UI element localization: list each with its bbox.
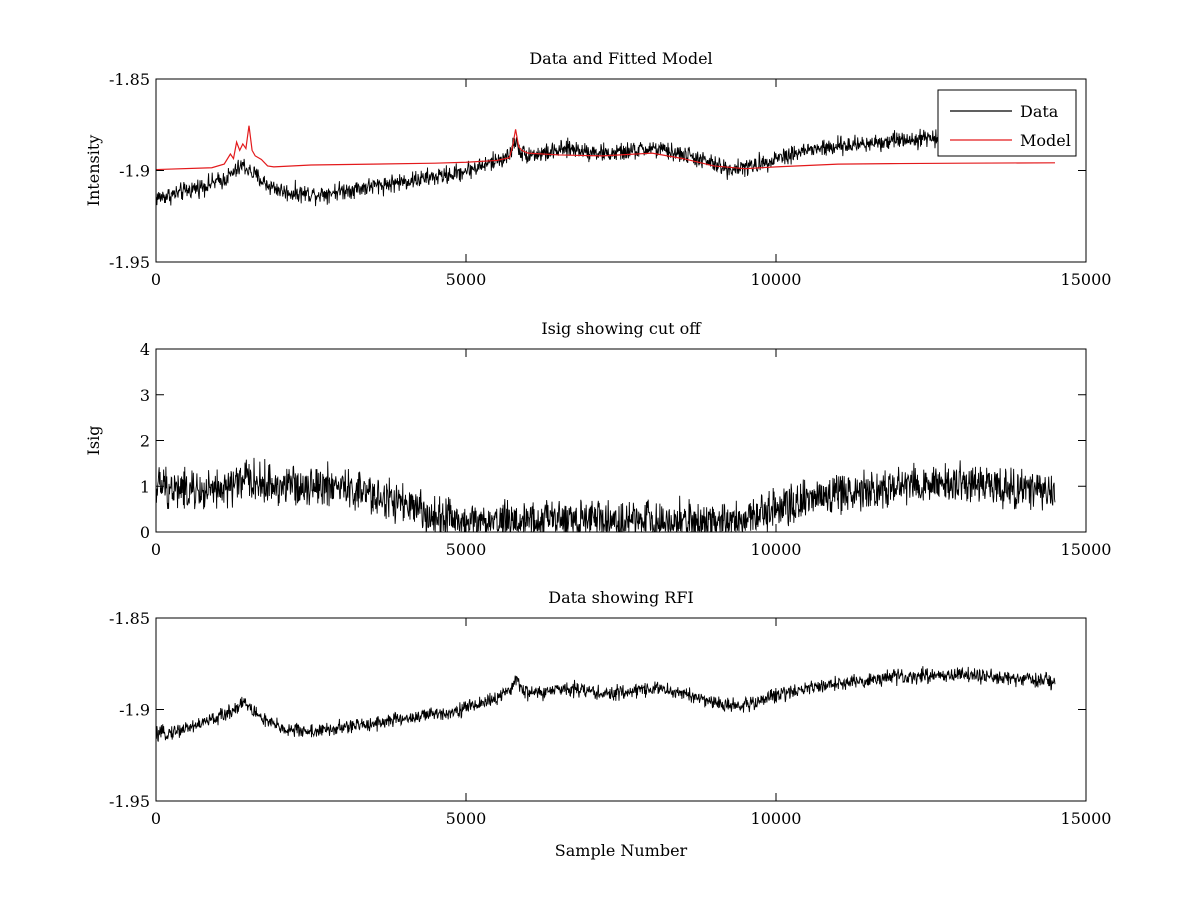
legend: Data Model xyxy=(937,89,1077,157)
x-tick-label: 5000 xyxy=(446,809,487,828)
subplot-3: 0 5000 10000 15000 -1.85 -1.9 -1.95 Data showin… xyxy=(109,588,1111,860)
y-tick-label: -1.9 xyxy=(119,701,150,720)
plot-area xyxy=(156,618,1086,801)
x-tick-label: 0 xyxy=(151,540,161,559)
x-tick-label: 15000 xyxy=(1061,540,1112,559)
legend-label-data: Data xyxy=(1020,102,1059,121)
series-line-isig xyxy=(156,457,1056,532)
series-line-model xyxy=(156,125,1056,171)
chart-title: Isig showing cut off xyxy=(541,319,702,338)
plot-area xyxy=(156,349,1086,532)
series-line-data xyxy=(156,666,1056,742)
chart-title: Data and Fitted Model xyxy=(529,49,712,68)
legend-label-model: Model xyxy=(1020,131,1071,150)
y-tick-label: -1.85 xyxy=(109,70,150,89)
y-tick-label: 4 xyxy=(140,340,150,359)
subplot-2: 0 5000 10000 15000 0 1 2 3 4 Isig showing cut off… xyxy=(84,319,1111,559)
y-tick-label: 1 xyxy=(140,477,150,496)
y-tick-label: -1.95 xyxy=(109,792,150,811)
y-axis-label: Isig xyxy=(84,426,103,456)
y-axis-label: Intensity xyxy=(84,135,103,207)
legend-box xyxy=(937,89,1077,157)
x-tick-label: 10000 xyxy=(751,809,802,828)
x-tick-label: 0 xyxy=(151,809,161,828)
x-axis-label: Sample Number xyxy=(555,841,688,860)
x-tick-label: 15000 xyxy=(1061,809,1112,828)
x-tick-label: 5000 xyxy=(446,540,487,559)
y-tick-label: 3 xyxy=(140,386,150,405)
y-tick-label: -1.9 xyxy=(119,162,150,181)
y-tick-label: 0 xyxy=(140,523,150,542)
series-line-data xyxy=(156,127,1056,207)
chart-title: Data showing RFI xyxy=(548,588,693,607)
plot-area xyxy=(156,79,1086,262)
x-tick-label: 10000 xyxy=(751,270,802,289)
x-tick-label: 10000 xyxy=(751,540,802,559)
subplot-1: 0 5000 10000 15000 -1.85 -1.9 -1.95 Data and Fi… xyxy=(84,49,1111,289)
x-tick-label: 5000 xyxy=(446,270,487,289)
x-tick-label: 0 xyxy=(151,270,161,289)
y-tick-label: -1.95 xyxy=(109,253,150,272)
x-tick-label: 15000 xyxy=(1061,270,1112,289)
y-tick-label: -1.85 xyxy=(109,609,150,628)
y-tick-label: 2 xyxy=(140,432,150,451)
